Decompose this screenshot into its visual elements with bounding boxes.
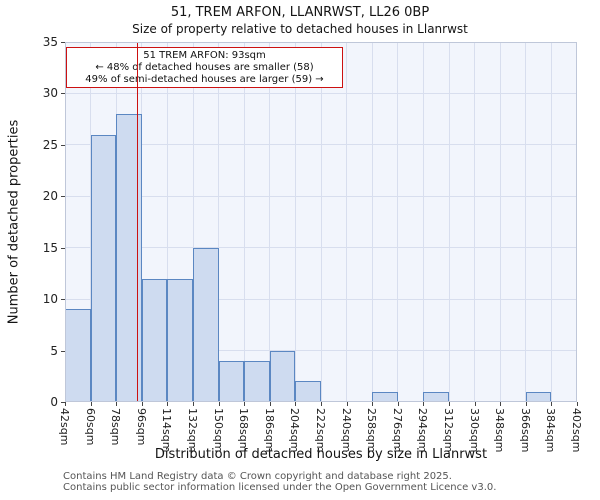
v-gridline bbox=[346, 42, 348, 402]
x-tick-label: 402sqm bbox=[570, 408, 583, 453]
x-tick-mark bbox=[269, 402, 271, 406]
v-gridline bbox=[448, 42, 450, 402]
plot-area bbox=[65, 41, 577, 402]
v-gridline bbox=[243, 42, 245, 402]
histogram-bar bbox=[244, 360, 270, 402]
y-tick-label: 30 bbox=[42, 86, 58, 101]
v-gridline bbox=[422, 42, 424, 402]
v-gridline bbox=[166, 42, 168, 402]
x-tick-mark bbox=[397, 402, 399, 406]
x-tick-label: 60sqm bbox=[83, 408, 97, 446]
y-tick-mark bbox=[61, 299, 65, 301]
v-gridline bbox=[474, 42, 476, 402]
x-tick-label: 42sqm bbox=[58, 408, 71, 446]
v-gridline bbox=[550, 42, 552, 402]
v-gridline bbox=[192, 42, 194, 402]
footer-licence-line: Contains public sector information licen… bbox=[63, 482, 497, 493]
y-tick-label: 0 bbox=[50, 395, 58, 409]
footer-attribution-line: Contains HM Land Registry data © Crown c… bbox=[63, 471, 452, 482]
x-tick-mark bbox=[525, 402, 527, 406]
x-tick-mark bbox=[500, 402, 502, 406]
y-tick-mark bbox=[61, 350, 65, 352]
x-axis-label: Distribution of detached houses by size … bbox=[154, 447, 488, 462]
y-tick-mark bbox=[61, 42, 65, 43]
x-tick-mark bbox=[551, 402, 553, 406]
x-tick-label: 204sqm bbox=[288, 408, 302, 453]
y-tick-label: 20 bbox=[42, 189, 58, 204]
v-gridline bbox=[499, 42, 501, 402]
histogram-bar bbox=[218, 360, 245, 402]
x-tick-mark bbox=[372, 402, 374, 406]
histogram-bar bbox=[525, 391, 552, 402]
histogram-bar bbox=[269, 350, 296, 402]
x-tick-label: 186sqm bbox=[262, 408, 276, 453]
histogram-bar bbox=[90, 134, 117, 402]
annotation-line-1: 51 TREM ARFON: 93sqm bbox=[143, 49, 266, 61]
x-tick-label: 258sqm bbox=[365, 408, 379, 453]
y-tick-label: 15 bbox=[42, 240, 58, 255]
x-tick-label: 384sqm bbox=[544, 408, 558, 453]
y-tick-label: 25 bbox=[42, 137, 58, 152]
x-tick-label: 78sqm bbox=[109, 408, 123, 446]
x-tick-label: 294sqm bbox=[416, 408, 430, 453]
x-tick-label: 330sqm bbox=[467, 408, 481, 453]
histogram-bar bbox=[193, 247, 219, 402]
x-tick-label: 240sqm bbox=[339, 408, 353, 453]
x-tick-mark bbox=[577, 402, 578, 406]
x-tick-mark bbox=[423, 402, 425, 406]
y-tick-label: 5 bbox=[50, 343, 58, 358]
x-tick-mark bbox=[474, 402, 476, 406]
x-tick-label: 132sqm bbox=[186, 408, 199, 453]
annotation-box: 51 TREM ARFON: 93sqm ← 48% of detached h… bbox=[66, 47, 343, 88]
histogram-bar bbox=[167, 278, 193, 402]
x-tick-mark bbox=[90, 402, 92, 406]
v-gridline bbox=[525, 42, 527, 402]
x-tick-label: 348sqm bbox=[493, 408, 507, 453]
chart-title: 51, TREM ARFON, LLANRWST, LL26 0BP bbox=[170, 5, 430, 20]
x-tick-mark bbox=[295, 402, 297, 406]
annotation-line-2: ← 48% of detached houses are smaller (58… bbox=[95, 61, 314, 73]
x-tick-mark bbox=[321, 402, 322, 406]
x-tick-mark bbox=[449, 402, 450, 406]
histogram-bar bbox=[372, 391, 398, 402]
y-tick-mark bbox=[61, 196, 65, 198]
y-tick-label: 35 bbox=[42, 35, 58, 49]
v-gridline bbox=[218, 42, 220, 402]
y-tick-mark bbox=[61, 93, 65, 95]
x-tick-mark bbox=[346, 402, 348, 406]
x-tick-mark bbox=[141, 402, 143, 406]
x-tick-mark bbox=[167, 402, 169, 406]
v-gridline bbox=[397, 42, 399, 402]
x-tick-mark bbox=[244, 402, 246, 406]
x-tick-label: 168sqm bbox=[237, 408, 251, 453]
chart-subtitle: Size of property relative to detached ho… bbox=[132, 22, 468, 36]
v-gridline bbox=[269, 42, 271, 402]
v-gridline bbox=[141, 42, 143, 402]
histogram-bar bbox=[423, 391, 449, 402]
x-tick-label: 312sqm bbox=[442, 408, 455, 453]
marker-line bbox=[136, 42, 139, 402]
x-tick-label: 276sqm bbox=[390, 408, 404, 453]
x-tick-label: 222sqm bbox=[314, 408, 327, 453]
y-tick-mark bbox=[61, 402, 65, 403]
x-tick-label: 150sqm bbox=[211, 408, 225, 453]
x-tick-label: 96sqm bbox=[134, 408, 148, 446]
histogram-bar bbox=[141, 278, 168, 402]
v-gridline bbox=[371, 42, 373, 402]
v-gridline bbox=[294, 42, 296, 402]
x-tick-mark bbox=[193, 402, 194, 406]
y-tick-label: 10 bbox=[42, 292, 58, 307]
x-tick-mark bbox=[65, 402, 66, 406]
annotation-line-3: 49% of semi-detached houses are larger (… bbox=[85, 73, 324, 85]
y-tick-mark bbox=[61, 144, 65, 146]
x-tick-label: 366sqm bbox=[518, 408, 532, 453]
x-tick-label: 114sqm bbox=[160, 408, 174, 453]
histogram-bar bbox=[65, 309, 91, 402]
x-tick-mark bbox=[116, 402, 118, 406]
v-gridline bbox=[320, 42, 322, 402]
histogram-bar bbox=[295, 381, 321, 402]
x-tick-mark bbox=[218, 402, 220, 406]
y-tick-mark bbox=[61, 247, 65, 249]
